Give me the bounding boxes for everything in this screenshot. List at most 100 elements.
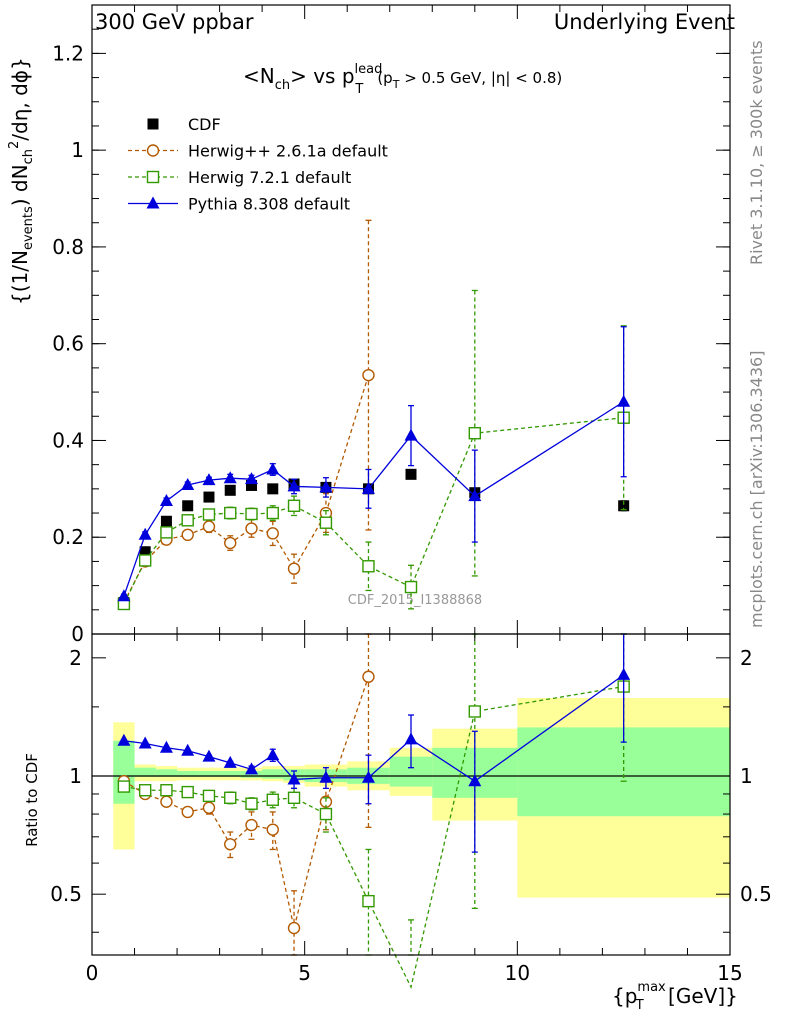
main-point	[468, 427, 481, 440]
ratio-point	[138, 736, 152, 749]
main-ytick-label: 0.4	[52, 428, 84, 452]
main-point	[160, 515, 172, 527]
legend-label: Herwig++ 2.6.1a default	[188, 142, 388, 161]
ratio-point	[266, 748, 280, 761]
ratio-ytick-label-right: 2	[740, 646, 753, 670]
ratio-point	[468, 705, 481, 718]
mcplots-label: mcplots.cern.ch [arXiv:1306.3436]	[747, 351, 766, 628]
axes-layer: 0 0.2 0.4 0.6 0.8 1 1.2 0 5 10 15 0.5 0.5 1 1 2 2	[50, 4, 772, 985]
main-point	[224, 484, 236, 496]
band-inner	[134, 767, 156, 777]
main-ytick-label: 0.8	[52, 235, 84, 259]
ratio-point	[181, 805, 194, 819]
main-point	[287, 479, 301, 492]
main-point	[138, 527, 152, 540]
main-point	[404, 428, 418, 441]
title-cut: (p	[377, 69, 392, 87]
ratio-point	[224, 838, 237, 851]
main-point	[117, 589, 131, 602]
title-sub-t: T	[354, 82, 363, 97]
main-point	[245, 522, 258, 535]
ratio-point	[266, 823, 279, 836]
ratio-point	[159, 740, 173, 753]
ratio-point	[617, 667, 631, 680]
ratio-point	[319, 770, 333, 783]
ratio-point	[468, 774, 482, 787]
main-point	[617, 394, 631, 407]
ratio-point	[245, 762, 258, 775]
ratio-point	[362, 670, 375, 683]
legend-marker	[147, 118, 159, 130]
main-point	[319, 516, 333, 529]
legend-label: Herwig 7.2.1 default	[188, 168, 351, 187]
ratio-point	[287, 921, 301, 935]
main-point	[223, 471, 237, 484]
main-point	[139, 546, 151, 558]
main-point	[468, 489, 482, 502]
legend-marker	[146, 170, 160, 184]
legend-label: Pythia 8.308 default	[188, 195, 350, 214]
ratio-ytick-label: 1	[69, 764, 82, 788]
ratio-xlabel: {pmax T [GeV]}	[612, 980, 738, 1013]
main-point	[245, 472, 258, 485]
band-inner	[177, 770, 199, 777]
main-point	[202, 508, 216, 521]
main-point	[224, 536, 237, 550]
main-point	[266, 506, 279, 520]
main-point	[266, 462, 280, 475]
main-point	[224, 506, 237, 520]
ratio-ytick-label: 2	[69, 646, 82, 670]
main-ylabel: {(1/Nevents) dNch2/dη, dϕ}	[7, 57, 36, 305]
ratio-point	[362, 894, 375, 908]
ratio-point	[224, 791, 237, 805]
band-inner	[219, 770, 241, 777]
xlabel-sub-t: T	[635, 998, 644, 1013]
band-inner	[262, 769, 284, 779]
ratio-ytick-label-right: 1	[740, 764, 753, 788]
legend-marker	[146, 144, 160, 157]
main-point	[159, 493, 173, 506]
ratio-line-2	[123, 685, 624, 989]
main-point	[160, 526, 173, 539]
analysis-watermark: CDF_2015_I1388868	[348, 593, 482, 608]
ratio-frame	[91, 633, 731, 956]
band-inner	[240, 770, 263, 778]
ratio-point	[202, 801, 216, 814]
legend-label: CDF	[188, 115, 221, 134]
main-point	[181, 477, 195, 490]
main-ytick-label: 0.6	[52, 332, 84, 356]
ratio-point	[319, 807, 333, 821]
band-inner	[155, 769, 178, 777]
main-point	[181, 528, 194, 542]
rivet-label: Rivet 3.1.10, ≥ 300k events	[747, 40, 766, 265]
ratio-point	[202, 789, 216, 803]
main-point	[203, 491, 215, 503]
main-point	[361, 481, 375, 494]
ratio-point	[202, 749, 216, 762]
ylabel-part-b: ) dN	[8, 164, 32, 206]
main-ytick-label: 1.2	[52, 41, 84, 65]
header-left: 300 GeV ppbar	[95, 10, 254, 34]
ratio-point	[287, 791, 301, 805]
ratio-point	[138, 784, 152, 797]
main-point	[319, 480, 333, 493]
ratio-xtick-label: 15	[717, 961, 742, 985]
main-point	[404, 580, 418, 594]
main-point	[138, 554, 152, 567]
main-point	[405, 468, 417, 480]
band-inner	[198, 770, 220, 777]
ratio-point	[117, 780, 131, 793]
main-point	[287, 562, 301, 575]
xlabel-pre: {p	[612, 984, 637, 1008]
main-point	[181, 514, 194, 527]
main-point	[182, 500, 194, 512]
main-point	[267, 483, 279, 495]
ratio-xtick-label: 0	[86, 961, 99, 985]
main-point	[202, 520, 216, 533]
main-ytick-label: 0.2	[52, 525, 84, 549]
main-point	[246, 479, 257, 491]
legend: CDF Herwig++ 2.6.1a default Herwig 7.2.1 d…	[128, 115, 388, 214]
ratio-ytick-label-right: 0.5	[740, 882, 772, 906]
title-pre: <N	[243, 64, 275, 88]
ratio-point	[117, 733, 131, 746]
